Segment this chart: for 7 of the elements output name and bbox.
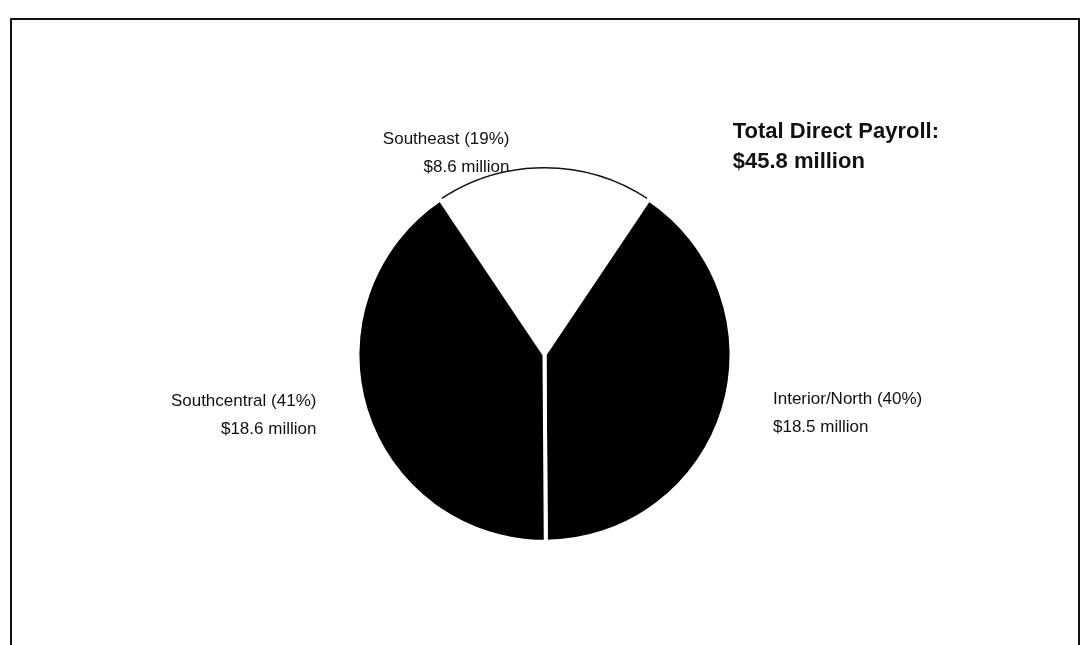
data-label: $18.5 million <box>772 417 869 437</box>
slice-label: Southeast (19%) <box>382 129 510 149</box>
text: Total Direct Payroll: $45.8 million <box>732 117 940 173</box>
data-label: $18.6 million <box>220 418 317 438</box>
slice-label: Interior/North (40%) <box>772 389 923 409</box>
data-label: $8.6 million <box>423 157 510 177</box>
slice-label: Southcentral (41%) <box>170 390 317 410</box>
